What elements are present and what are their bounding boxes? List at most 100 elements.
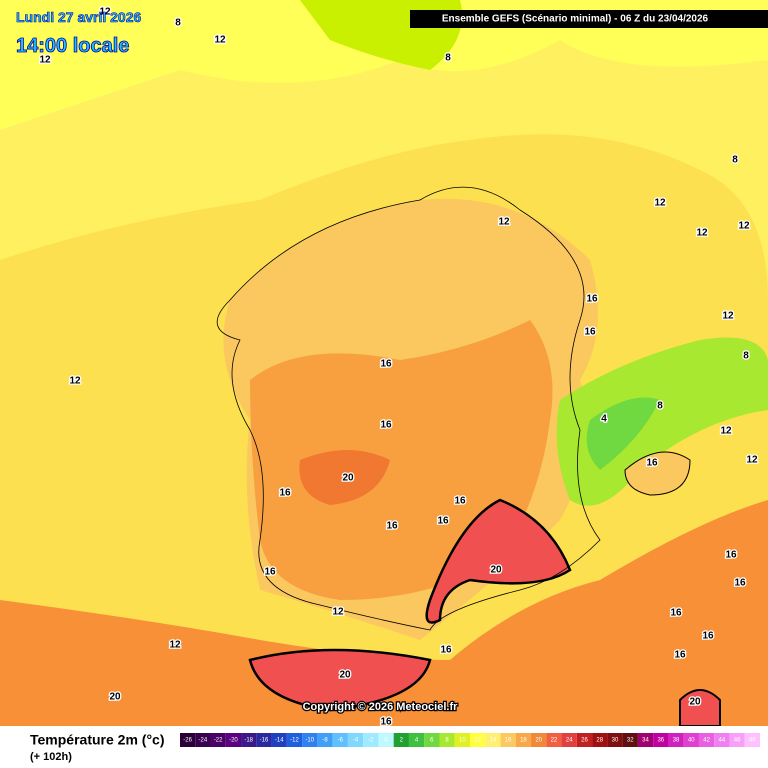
contour-label: 12 xyxy=(720,426,732,437)
legend-value: 44 xyxy=(718,738,725,744)
contour-label: 12 xyxy=(722,311,734,322)
legend-swatch xyxy=(622,733,638,747)
contour-label: 16 xyxy=(670,608,682,619)
legend-value: -20 xyxy=(229,738,238,744)
legend-swatch xyxy=(424,733,440,747)
legend-value: -2 xyxy=(368,738,374,744)
legend-swatch xyxy=(378,733,394,747)
legend-value: 16 xyxy=(505,738,512,744)
legend-value: 48 xyxy=(749,738,756,744)
contour-label: 16 xyxy=(584,327,596,338)
legend-value: 22 xyxy=(551,738,558,744)
contour-label: 16 xyxy=(440,645,452,656)
legend-value: 26 xyxy=(581,738,588,744)
contour-label: 12 xyxy=(69,376,81,387)
legend-value: 0 xyxy=(384,738,388,744)
legend-swatch xyxy=(561,733,577,747)
contour-label: 16 xyxy=(586,294,598,305)
legend-value: -6 xyxy=(338,738,344,744)
contour-label: 20 xyxy=(339,670,351,681)
legend-swatch xyxy=(592,733,608,747)
contour-label: 16 xyxy=(437,516,449,527)
legend-value: 20 xyxy=(535,738,542,744)
legend-swatch xyxy=(286,733,303,747)
legend-value: -18 xyxy=(244,738,253,744)
contour-label: 16 xyxy=(454,496,466,507)
contour-label: 16 xyxy=(725,550,737,561)
legend-swatch xyxy=(668,733,684,747)
legend-swatch xyxy=(210,733,226,747)
legend-value: 6 xyxy=(430,738,434,744)
legend-value: 30 xyxy=(612,738,619,744)
legend-scale: -26 -24 -22 -20 -18 -16 -14 -12 -10 -8 -6 -4 -2 0 2 4 6 8… xyxy=(180,733,760,747)
contour-label: 16 xyxy=(646,458,658,469)
contour-label: 20 xyxy=(490,565,502,576)
contour-label: 12 xyxy=(654,198,666,209)
legend-value: 34 xyxy=(642,738,649,744)
legend-swatch xyxy=(195,733,211,747)
legend-swatch xyxy=(546,733,562,747)
legend-swatch xyxy=(317,733,333,747)
contour-label: 12 xyxy=(332,607,344,618)
contour-label: 16 xyxy=(380,359,392,370)
contour-label: 8 xyxy=(657,401,663,412)
legend-swatch xyxy=(393,733,409,747)
contour-label: 20 xyxy=(342,473,354,484)
legend-value: -16 xyxy=(260,738,269,744)
legend-value: 42 xyxy=(703,738,710,744)
legend-swatch xyxy=(271,733,287,747)
legend-swatch xyxy=(241,733,257,747)
legend-value: -8 xyxy=(322,738,328,744)
contour-label: 12 xyxy=(498,217,510,228)
legend-lead: (+ 102h) xyxy=(30,751,72,763)
legend-value: -24 xyxy=(199,738,208,744)
contour-label: 4 xyxy=(601,414,607,425)
contour-label: 8 xyxy=(175,18,181,29)
contour-label: 12 xyxy=(746,455,758,466)
legend-value: -12 xyxy=(290,738,299,744)
legend-swatch xyxy=(729,733,745,747)
legend-value: -14 xyxy=(275,738,284,744)
legend-value: -10 xyxy=(305,738,314,744)
legend-swatch xyxy=(454,733,470,747)
legend-value: 46 xyxy=(734,738,741,744)
contour-label: 12 xyxy=(214,35,226,46)
contour-label: 16 xyxy=(264,567,276,578)
contour-label: 16 xyxy=(279,488,291,499)
legend-value: -26 xyxy=(183,738,192,744)
run-title: Ensemble GEFS (Scénario minimal) - 06 Z … xyxy=(442,14,709,25)
contour-label: 16 xyxy=(702,631,714,642)
legend-swatch xyxy=(302,733,318,747)
legend-value: -4 xyxy=(353,738,359,744)
contour-label: 8 xyxy=(445,53,451,64)
legend-value: 28 xyxy=(596,738,603,744)
contour-label: 16 xyxy=(734,578,746,589)
legend-value: 14 xyxy=(490,738,497,744)
contour-label: 12 xyxy=(696,228,708,239)
legend-value: -22 xyxy=(214,738,223,744)
legend-value: 38 xyxy=(673,738,680,744)
legend-swatch xyxy=(531,733,547,747)
map-background xyxy=(0,0,768,727)
legend-swatch xyxy=(332,733,348,747)
forecast-time: 14:00 locale xyxy=(16,35,129,57)
legend-swatch xyxy=(714,733,730,747)
legend-swatch xyxy=(698,733,715,747)
legend-swatch xyxy=(485,733,501,747)
legend-swatch xyxy=(653,733,669,747)
contour-label: 8 xyxy=(732,155,738,166)
legend-swatch xyxy=(515,733,532,747)
legend-swatch xyxy=(225,733,242,747)
legend-value: 4 xyxy=(415,738,419,744)
contour-label: 12 xyxy=(39,55,51,66)
legend-value: 8 xyxy=(445,738,449,744)
contour-label: 16 xyxy=(380,420,392,431)
contour-label: 16 xyxy=(386,521,398,532)
legend-swatch xyxy=(683,733,699,747)
legend-value: 36 xyxy=(657,738,664,744)
contour-label: 16 xyxy=(674,650,686,661)
legend-swatch xyxy=(470,733,486,747)
contour-label: 12 xyxy=(99,7,111,18)
